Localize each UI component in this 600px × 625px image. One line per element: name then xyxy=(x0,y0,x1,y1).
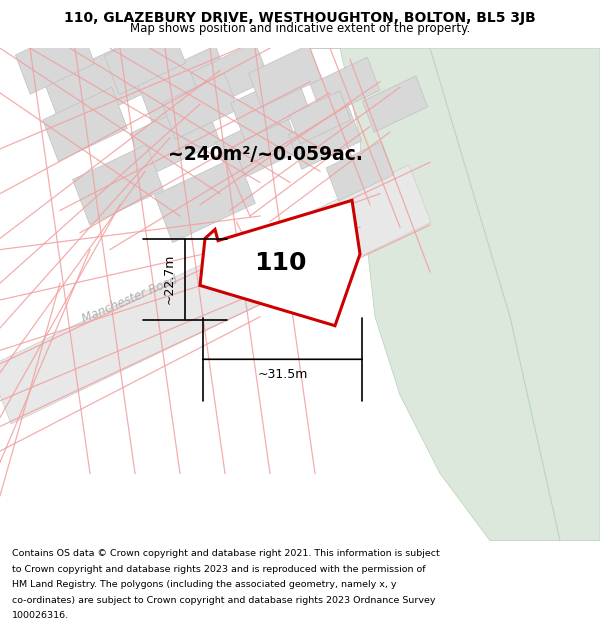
Text: co-ordinates) are subject to Crown copyright and database rights 2023 Ordnance S: co-ordinates) are subject to Crown copyr… xyxy=(12,596,436,605)
Text: 110, GLAZEBURY DRIVE, WESTHOUGHTON, BOLTON, BL5 3JB: 110, GLAZEBURY DRIVE, WESTHOUGHTON, BOLT… xyxy=(64,11,536,24)
Polygon shape xyxy=(162,73,238,139)
Text: ~31.5m: ~31.5m xyxy=(257,369,308,381)
Text: to Crown copyright and database rights 2023 and is reproduced with the permissio: to Crown copyright and database rights 2… xyxy=(12,564,425,574)
Text: HM Land Registry. The polygons (including the associated geometry, namely x, y: HM Land Registry. The polygons (includin… xyxy=(12,580,397,589)
Polygon shape xyxy=(248,45,322,108)
Text: ~240m²/~0.059ac.: ~240m²/~0.059ac. xyxy=(167,145,362,164)
Polygon shape xyxy=(73,144,163,225)
Text: Manchester Road: Manchester Road xyxy=(80,274,180,326)
Polygon shape xyxy=(104,24,185,94)
Polygon shape xyxy=(289,91,351,144)
Polygon shape xyxy=(43,88,127,161)
Text: ~22.7m: ~22.7m xyxy=(163,254,176,304)
Polygon shape xyxy=(155,156,256,242)
Polygon shape xyxy=(310,58,380,118)
Polygon shape xyxy=(0,165,431,424)
Polygon shape xyxy=(200,201,360,326)
Polygon shape xyxy=(215,109,301,184)
Polygon shape xyxy=(137,46,233,129)
Polygon shape xyxy=(362,76,428,132)
Polygon shape xyxy=(310,48,600,541)
Polygon shape xyxy=(16,24,95,94)
Text: Contains OS data © Crown copyright and database right 2021. This information is : Contains OS data © Crown copyright and d… xyxy=(12,549,440,558)
Polygon shape xyxy=(44,43,146,132)
Polygon shape xyxy=(289,106,362,169)
Text: Map shows position and indicative extent of the property.: Map shows position and indicative extent… xyxy=(130,22,470,34)
Text: 100026316.: 100026316. xyxy=(12,611,69,621)
Polygon shape xyxy=(326,142,394,201)
Polygon shape xyxy=(231,72,309,140)
Text: 110: 110 xyxy=(254,251,306,275)
Polygon shape xyxy=(191,42,269,110)
Polygon shape xyxy=(130,99,220,177)
